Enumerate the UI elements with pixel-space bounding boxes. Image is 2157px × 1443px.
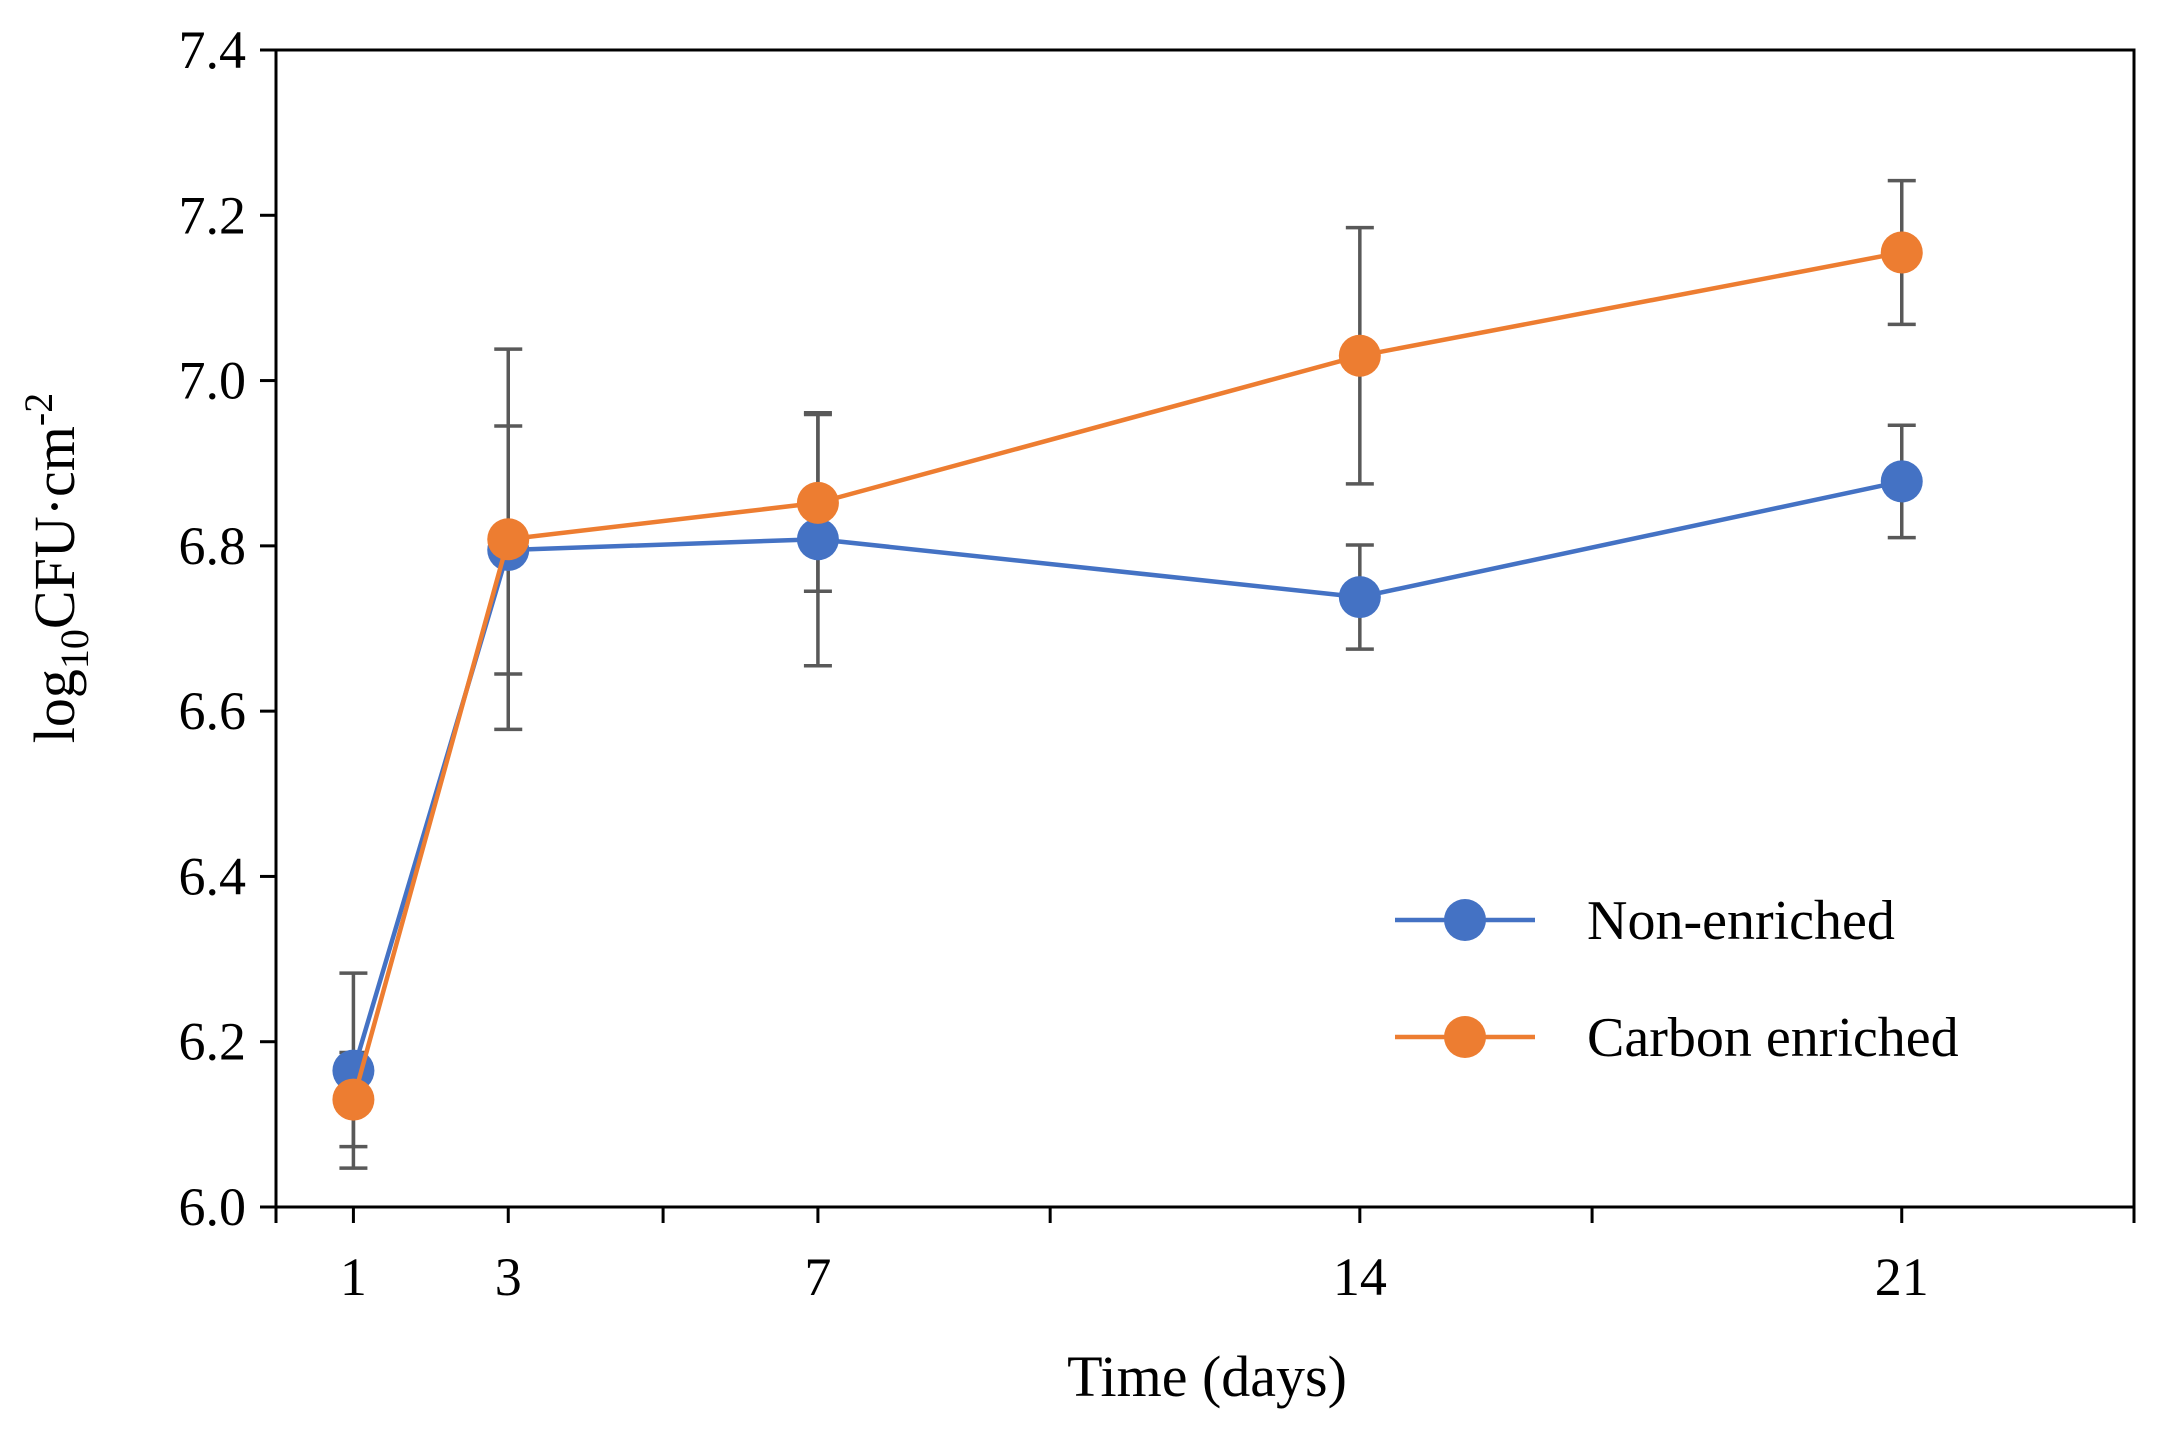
legend-entry-non-enriched: Non-enriched: [1395, 890, 1895, 952]
y-axis-title-subscript: 10: [52, 629, 97, 669]
data-point: [332, 1078, 375, 1121]
legend-entry-carbon-enriched: Carbon enriched: [1395, 1007, 1959, 1069]
x-axis-title: Time (days): [1067, 1344, 1347, 1409]
x-tick-label: 1: [340, 1247, 367, 1307]
x-tick-label: 21: [1875, 1247, 1929, 1307]
plot-frame: [274, 48, 2136, 1209]
data-point: [796, 481, 839, 524]
y-axis-title-base: log: [22, 669, 87, 743]
axis-ticks: 6.0 6.2 6.4 6.6 6.8 7.0 7.2 7.4 1 3 7 14 21: [179, 20, 2136, 1307]
axis-labels: Time (days) log10CFU·cm-2: [16, 393, 1347, 1409]
data-point: [796, 518, 839, 561]
error-bars-carbon-enriched: [339, 178, 1916, 1149]
y-axis-title: log10CFU·cm-2: [16, 393, 97, 743]
series-line: [351, 250, 1903, 1101]
data-point: [1880, 460, 1923, 503]
y-tick-label: 7.0: [179, 351, 247, 411]
data-point: [1880, 231, 1923, 274]
legend-label: Carbon enriched: [1587, 1007, 1959, 1069]
series-non-enriched: [332, 460, 1923, 1092]
x-tick-label: 14: [1333, 1247, 1387, 1307]
series-carbon-enriched: [332, 231, 1923, 1121]
x-tick-label: 3: [495, 1247, 522, 1307]
legend-marker: [1444, 899, 1486, 941]
y-tick-label: 6.0: [179, 1177, 247, 1237]
legend-label: Non-enriched: [1587, 890, 1895, 952]
y-tick-label: 6.2: [179, 1012, 247, 1072]
legend-marker: [1444, 1016, 1486, 1058]
y-tick-label: 6.6: [179, 681, 247, 741]
x-tick-label: 7: [804, 1247, 831, 1307]
series-line: [351, 479, 1903, 1072]
legend: Non-enriched Carbon enriched: [1395, 890, 1959, 1069]
y-tick-label: 6.8: [179, 516, 247, 576]
data-point: [1338, 334, 1381, 377]
y-tick-label: 6.4: [179, 846, 247, 906]
y-axis-title-main: CFU·cm: [22, 426, 87, 629]
y-axis-title-superscript: -2: [16, 393, 61, 426]
data-series: [332, 178, 1923, 1170]
y-tick-label: 7.2: [179, 185, 247, 245]
y-tick-label: 7.4: [179, 20, 247, 80]
plot-area-border: [274, 48, 2136, 1209]
data-point: [487, 518, 530, 561]
data-point: [1338, 576, 1381, 619]
